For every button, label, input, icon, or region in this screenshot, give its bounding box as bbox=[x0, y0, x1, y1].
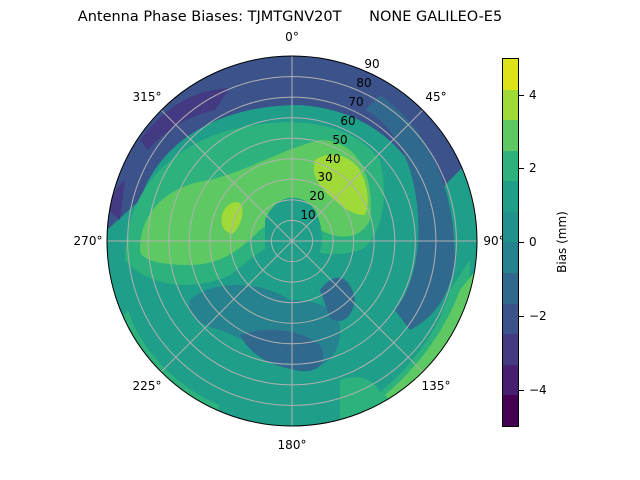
radial-label-20: 20 bbox=[309, 189, 325, 203]
theta-label-0: 0° bbox=[285, 30, 299, 44]
radial-label-70: 70 bbox=[348, 95, 364, 109]
theta-label-135: 135° bbox=[421, 379, 451, 393]
colorbar-tick bbox=[519, 390, 524, 391]
radial-label-10: 10 bbox=[300, 208, 316, 222]
colorbar-tick bbox=[519, 242, 524, 243]
theta-label-90: 90° bbox=[483, 234, 505, 248]
chart-title: Antenna Phase Biases: TJMTGNV20T NONE GA… bbox=[77, 9, 503, 25]
colorbar-tick bbox=[519, 95, 524, 96]
radial-label-40: 40 bbox=[325, 152, 341, 166]
radial-label-30: 30 bbox=[317, 170, 333, 184]
colorbar-tick-label: −2 bbox=[529, 309, 547, 323]
colorbar-title: Bias (mm) bbox=[555, 211, 569, 273]
colorbar-tick bbox=[519, 168, 524, 169]
colorbar-tick-label: −4 bbox=[529, 383, 547, 397]
colorbar-tick-label: 0 bbox=[529, 235, 537, 249]
radial-label-60: 60 bbox=[340, 114, 356, 128]
theta-label-45: 45° bbox=[425, 90, 447, 104]
theta-label-315: 315° bbox=[132, 90, 162, 104]
polar-frame bbox=[106, 55, 478, 427]
theta-label-270: 270° bbox=[73, 234, 103, 248]
colorbar-tick-label: 2 bbox=[529, 161, 537, 175]
radial-grid bbox=[107, 56, 477, 426]
colorbar bbox=[502, 58, 519, 427]
radial-label-80: 80 bbox=[356, 76, 372, 90]
theta-label-225: 225° bbox=[132, 379, 162, 393]
colorbar-tick-label: 4 bbox=[529, 88, 537, 102]
colorbar-tick bbox=[519, 316, 524, 317]
radial-label-50: 50 bbox=[332, 133, 348, 147]
radial-label-90: 90 bbox=[364, 57, 380, 71]
theta-label-180: 180° bbox=[277, 438, 307, 452]
